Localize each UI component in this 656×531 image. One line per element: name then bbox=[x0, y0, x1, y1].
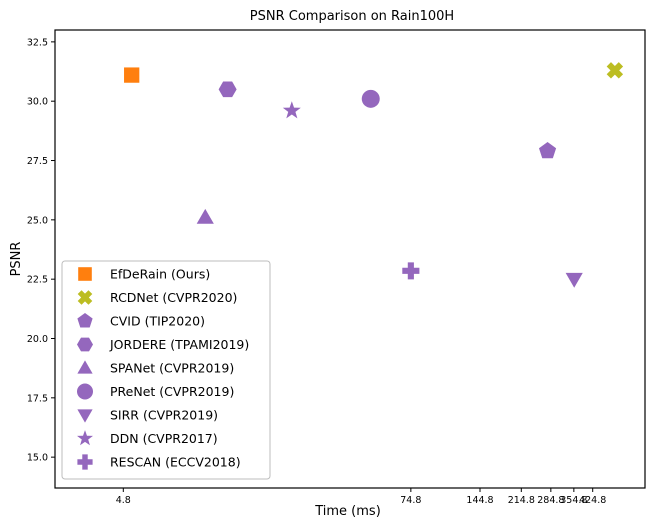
y-tick-label: 32.5 bbox=[27, 37, 48, 48]
x-tick-label: 144.8 bbox=[466, 495, 493, 506]
legend-entry: DDN (CVPR2017) bbox=[110, 431, 218, 446]
x-tick-label: 4.8 bbox=[116, 495, 131, 506]
data-point bbox=[282, 101, 301, 119]
legend-entry: SPANet (CVPR2019) bbox=[110, 361, 234, 376]
data-point bbox=[196, 208, 214, 224]
chart-title: PSNR Comparison on Rain100H bbox=[250, 9, 454, 24]
legend-marker bbox=[77, 360, 93, 374]
legend-marker bbox=[77, 313, 93, 328]
y-axis: 15.0 17.5 20.0 22.5 25.0 27.5 30.0 32.5 bbox=[27, 37, 55, 464]
x-tick-label: 284.8 bbox=[537, 495, 564, 506]
legend-entry: SIRR (CVPR2019) bbox=[110, 408, 218, 423]
legend-entry: RESCAN (ECCV2018) bbox=[110, 455, 241, 470]
legend-entry: CVID (TIP2020) bbox=[110, 314, 205, 329]
x-axis-label: Time (ms) bbox=[314, 504, 381, 519]
data-point bbox=[218, 81, 237, 98]
plot-area-frame bbox=[54, 29, 646, 489]
legend-marker bbox=[77, 383, 93, 400]
y-tick-label: 22.5 bbox=[27, 275, 48, 286]
y-tick-label: 20.0 bbox=[27, 334, 48, 345]
y-tick-label: 30.0 bbox=[27, 97, 48, 108]
x-tick-label: 424.8 bbox=[579, 495, 606, 506]
legend-entry: PReNet (CVPR2019) bbox=[110, 384, 234, 399]
legend-marker bbox=[77, 290, 93, 305]
x-tick-label: 354.8 bbox=[560, 495, 587, 506]
data-point bbox=[124, 67, 140, 83]
data-point bbox=[538, 142, 557, 159]
x-tick-label: 74.8 bbox=[400, 495, 421, 506]
legend-marker bbox=[77, 337, 93, 352]
data-point bbox=[565, 272, 583, 288]
y-tick-label: 15.0 bbox=[27, 453, 48, 464]
data-points bbox=[124, 62, 624, 288]
data-point bbox=[361, 89, 380, 108]
legend-entry: RCDNet (CVPR2020) bbox=[110, 290, 237, 305]
legend-box bbox=[61, 260, 271, 480]
y-tick-label: 25.0 bbox=[27, 215, 48, 226]
legend: EfDeRain (Ours) RCDNet (CVPR2020) CVID (TI… bbox=[61, 260, 271, 480]
legend-marker bbox=[77, 454, 93, 470]
y-tick-label: 17.5 bbox=[27, 393, 48, 404]
legend-entry: JORDERE (TPAMI2019) bbox=[109, 337, 249, 352]
legend-marker bbox=[77, 430, 93, 446]
legend-entry: EfDeRain (Ours) bbox=[110, 267, 210, 282]
legend-marker bbox=[78, 267, 92, 281]
x-tick-label: 214.8 bbox=[508, 495, 535, 506]
data-point bbox=[606, 62, 624, 79]
y-tick-label: 27.5 bbox=[27, 156, 48, 167]
legend-marker bbox=[77, 409, 93, 423]
data-point bbox=[402, 262, 420, 280]
y-axis-label: PSNR bbox=[9, 242, 24, 277]
